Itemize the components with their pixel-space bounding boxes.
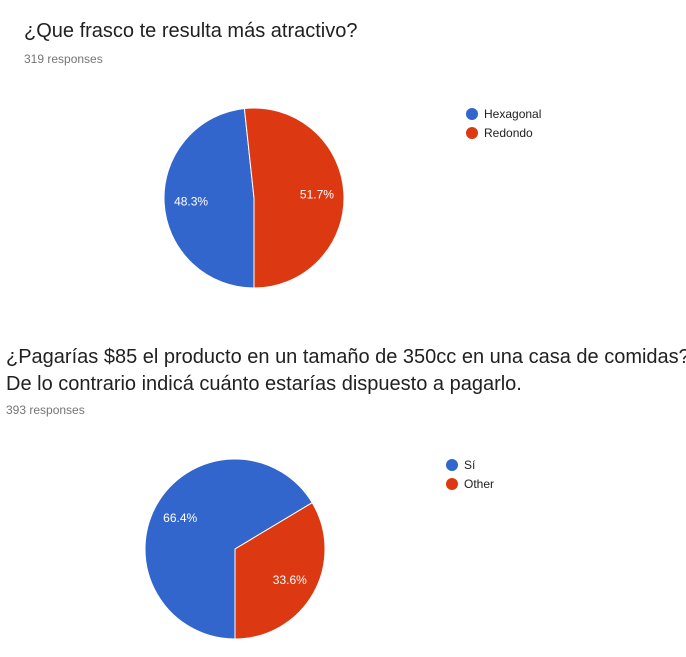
pie-slice-label: 33.6% (273, 573, 307, 587)
legend-swatch (446, 477, 458, 490)
legend-label: Sí (464, 457, 476, 472)
pie-chart-1: 48.3% 51.7% (163, 107, 345, 289)
question-2-card: ¿Pagarías $85 el producto en un tamaño d… (0, 320, 686, 657)
legend-item[interactable]: Sí (446, 455, 494, 474)
question-1-card: ¿Que frasco te resulta más atractivo? 31… (0, 0, 686, 320)
pie-slice-s-[interactable] (144, 458, 313, 640)
legend-1: Hexagonal Redondo (466, 104, 541, 142)
question-1-response-count: 319 responses (24, 52, 103, 66)
pie-slice-label: 51.7% (300, 188, 334, 202)
pie-slice-redondo[interactable] (243, 107, 345, 289)
pie-slice-other[interactable] (234, 502, 326, 640)
legend-label: Other (464, 476, 495, 491)
legend-item[interactable]: Hexagonal (466, 104, 541, 123)
pie-slice-label: 48.3% (174, 194, 208, 208)
legend-swatch (446, 458, 458, 471)
legend-item[interactable]: Redondo (466, 123, 541, 142)
legend-label: Redondo (484, 125, 533, 140)
legend-item[interactable]: Other (446, 474, 494, 493)
legend-swatch (466, 126, 478, 139)
question-2-title-line-1: ¿Pagarías $85 el producto en un tamaño d… (6, 346, 686, 368)
pie-chart-2: 66.4% 33.6% (144, 458, 326, 640)
pie-slice-hexagonal[interactable] (163, 107, 255, 289)
legend-label: Hexagonal (484, 106, 542, 121)
pie-slice-label: 66.4% (163, 511, 197, 525)
question-2-response-count: 393 responses (6, 403, 85, 417)
question-1-title: ¿Que frasco te resulta más atractivo? (24, 20, 358, 42)
question-2-title-line-2: De lo contrario indicá cuánto estarías d… (6, 373, 522, 395)
legend-swatch (466, 107, 478, 120)
legend-2: Sí Other (446, 455, 494, 493)
